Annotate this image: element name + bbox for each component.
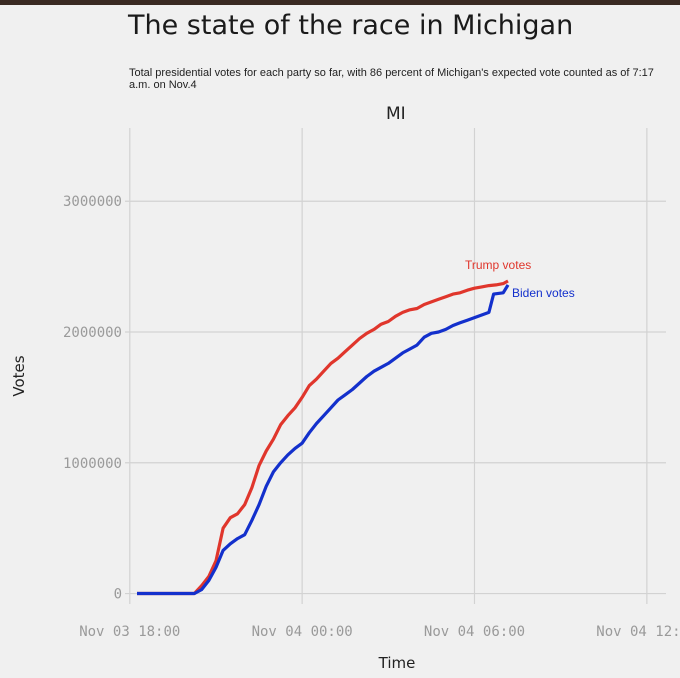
x-tick-label: Nov 04 06:00 <box>424 624 525 640</box>
top-border <box>0 0 680 5</box>
y-tick-label: 2000000 <box>63 325 122 341</box>
biden-votes-line <box>137 284 510 596</box>
y-axis-title: Votes <box>10 355 28 396</box>
x-axis-title: Time <box>378 654 416 672</box>
trump-votes-label: Trump votes <box>465 258 531 272</box>
trump-votes-line <box>137 279 509 596</box>
chart-title: The state of the race in Michigan <box>128 10 574 41</box>
x-tick-label: Nov 03 18:00 <box>79 624 180 640</box>
series-lines <box>137 279 510 596</box>
x-tick-label: Nov 04 00:00 <box>252 624 353 640</box>
x-tick-labels: Nov 03 18:00 Nov 04 00:00 Nov 04 06:00 Nov … <box>79 624 680 640</box>
facet-label: MI <box>386 104 406 124</box>
grid-lines <box>125 128 666 604</box>
series-labels: Trump votes Biden votes <box>465 258 575 300</box>
chart-subtitle: Total presidential votes for each party … <box>129 67 654 91</box>
y-tick-labels: 0 1000000 2000000 3000000 <box>63 194 122 602</box>
y-tick-label: 0 <box>114 587 122 603</box>
x-tick-label: Nov 04 12:00 <box>596 624 680 640</box>
y-tick-label: 1000000 <box>63 456 122 472</box>
biden-votes-label: Biden votes <box>512 286 575 300</box>
y-tick-label: 3000000 <box>63 194 122 210</box>
